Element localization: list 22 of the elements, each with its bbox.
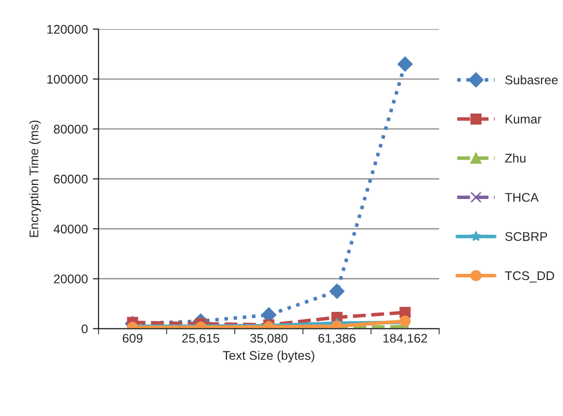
point [398, 56, 413, 72]
x-tick-label: 61,386 [318, 334, 356, 344]
y-tick-label: 20000 [54, 274, 88, 284]
point [329, 284, 345, 299]
x-tick-label: 25,615 [182, 334, 220, 344]
legend-label: TCS_DD [504, 271, 554, 282]
x-tick-label: 184,162 [383, 334, 428, 344]
y-tick-label: 120000 [47, 24, 88, 34]
legend-label: THCA [504, 192, 539, 202]
x-tick-label: 609 [122, 334, 142, 343]
legend-label: SCBRP [505, 232, 548, 241]
y-tick-label: 80000 [54, 124, 88, 134]
legend-label: Kumar [506, 114, 542, 124]
legend-label: Zhu [505, 153, 526, 163]
x-tick-label: 35,080 [250, 334, 288, 344]
x-axis-title: Text Size (bytes) [222, 350, 314, 362]
y-tick-label: 100000 [47, 74, 88, 84]
y-tick-label: 0 [82, 324, 88, 334]
y-tick-label: 60000 [54, 174, 88, 184]
y-tick-label: 40000 [54, 224, 88, 234]
legend-label: Subasree [505, 75, 558, 84]
y-axis-title: Encryption Time (ms) [29, 120, 41, 237]
